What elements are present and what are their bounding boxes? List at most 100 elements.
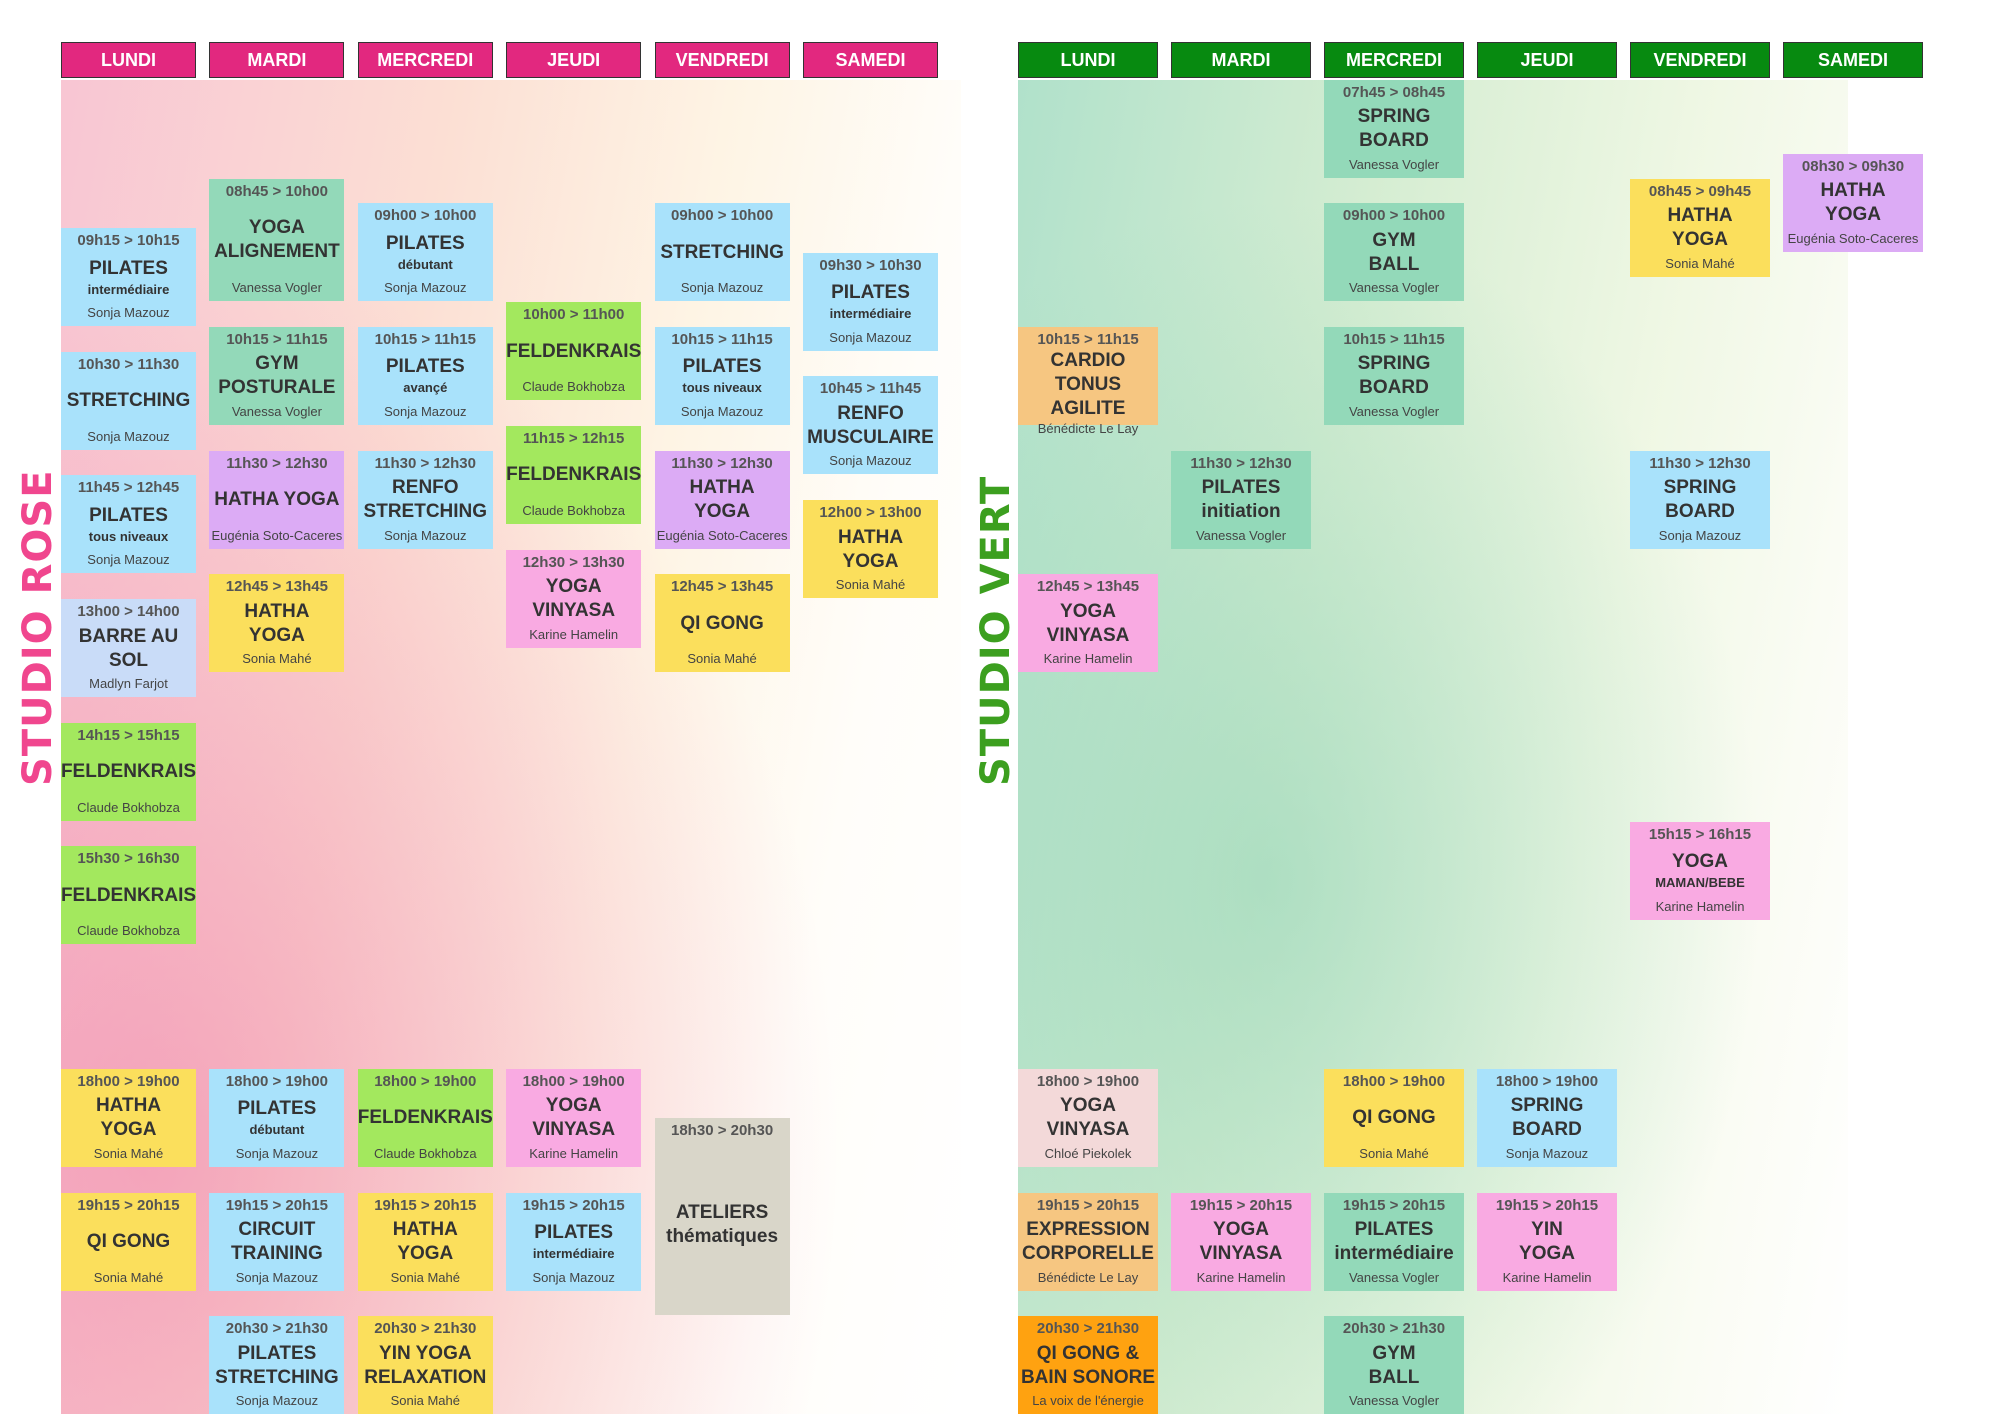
class-block[interactable]: 08h30 > 09h30 HATHA YOGA Eugénia Soto-Cacer… <box>1783 153 1923 252</box>
day-header: VENDREDI <box>654 42 790 78</box>
class-block[interactable]: 09h00 > 10h00 PILATES débutant Sonja Mazouz <box>357 203 493 302</box>
class-block[interactable]: 10h15 > 11h15 PILATES tous niveaux Sonja Ma… <box>654 327 790 425</box>
class-title-line: MUSCULAIRE <box>807 426 934 448</box>
class-title-line: YOGA <box>1213 1219 1269 1241</box>
class-block[interactable]: 07h45 > 08h45 SPRING BOARD Vanessa Vogler <box>1324 79 1464 178</box>
class-block[interactable]: 10h15 > 11h15 PILATES avançé Sonja Mazouz <box>357 327 493 425</box>
class-block[interactable]: 19h15 > 20h15 PILATES intermédiaire Vanessa… <box>1324 1192 1464 1291</box>
class-teacher: Sonja Mazouz <box>829 329 912 345</box>
class-title-line: PILATES <box>237 1342 317 1364</box>
class-block[interactable]: 18h00 > 19h00 PILATES débutant Sonja Mazouz <box>209 1069 345 1167</box>
class-time: 12h00 > 13h00 <box>819 504 922 522</box>
class-block[interactable]: 20h30 > 21h30 PILATES STRETCHING Sonja Mazo… <box>209 1316 345 1414</box>
class-time: 18h00 > 19h00 <box>374 1073 477 1090</box>
class-title-line: PILATES <box>831 282 910 304</box>
class-block[interactable]: 18h00 > 19h00 HATHA YOGA Sonia Mahé <box>61 1069 196 1167</box>
class-time: 14h15 > 15h15 <box>77 726 180 744</box>
class-block[interactable]: 15h30 > 16h30 FELDENKRAIS Claude Bokhobza <box>60 846 197 945</box>
class-block[interactable]: 10h30 > 11h30 STRETCHING Sonja Mazouz <box>61 351 196 450</box>
class-time: 10h15 > 11h15 <box>226 331 328 348</box>
class-level: tous niveaux <box>682 380 762 396</box>
class-block[interactable]: 09h00 > 10h00 GYM BALL Vanessa Vogler <box>1324 203 1464 302</box>
class-block[interactable]: 11h30 > 12h30 SPRING BOARD Sonja Mazouz <box>1630 450 1770 549</box>
class-block[interactable]: 10h15 > 11h15 SPRING BOARD Vanessa Vogler <box>1324 327 1464 425</box>
class-title: PILATES débutant <box>386 225 465 280</box>
class-block[interactable]: 18h00 > 19h00 SPRING BOARD Sonja Mazouz <box>1477 1069 1617 1167</box>
class-block[interactable]: 19h15 > 20h15 QI GONG Sonia Mahé <box>61 1192 196 1291</box>
class-block[interactable]: 19h15 > 20h15 HATHA YOGA Sonia Mahé <box>357 1192 493 1291</box>
class-block[interactable]: 10h45 > 11h45 RENFO MUSCULAIRE Sonja Mazouz <box>803 376 938 475</box>
class-block[interactable]: 15h15 > 16h15 YOGA MAMAN/BEBE Karine Hameli… <box>1630 821 1770 920</box>
class-block[interactable]: 12h30 > 13h30 YOGA VINYASA Karine Hamelin <box>506 549 642 648</box>
class-title-line: PILATES <box>89 504 168 526</box>
class-block[interactable]: 18h00 > 19h00 QI GONG Sonia Mahé <box>1324 1069 1464 1167</box>
class-teacher: Vanessa Vogler <box>1348 1393 1440 1409</box>
class-time: 20h30 > 21h30 <box>1036 1320 1140 1338</box>
class-teacher: Sonja Mazouz <box>235 1145 319 1161</box>
class-block[interactable]: 18h00 > 19h00 YOGA VINYASA Karine Hamelin <box>506 1069 642 1167</box>
class-block[interactable]: 11h30 > 12h30 HATHA YOGA Eugénia Soto-Cacer… <box>654 450 790 549</box>
class-time: 20h30 > 21h30 <box>1342 1320 1446 1338</box>
class-block[interactable]: 10h15 > 11h15 GYM POSTURALE Vanessa Vogler <box>209 327 345 425</box>
class-block[interactable]: 12h45 > 13h45 HATHA YOGA Sonia Mahé <box>209 574 345 673</box>
class-block[interactable]: 10h00 > 11h00 FELDENKRAIS Claude Bokhobza <box>506 302 641 401</box>
class-block[interactable]: 19h15 > 20h15 YIN YOGA Karine Hamelin <box>1477 1192 1617 1291</box>
class-time: 10h00 > 11h00 <box>523 306 625 324</box>
class-block[interactable]: 09h30 > 10h30 PILATES intermédiaire Sonja M… <box>803 252 938 351</box>
studio-vert-background <box>1018 80 1848 1414</box>
class-block[interactable]: 18h00 > 19h00 FELDENKRAIS Claude Bokhobza <box>358 1069 493 1167</box>
class-time: 08h45 > 10h00 <box>225 182 328 200</box>
class-title: YOGA VINYASA <box>1047 596 1130 651</box>
class-level: débutant <box>397 256 453 272</box>
class-block[interactable]: 11h30 > 12h30 RENFO STRETCHING Sonja Mazouz <box>357 450 493 549</box>
class-block[interactable]: 11h30 > 12h30 PILATES initiation Vanessa Vo… <box>1171 450 1311 549</box>
class-block[interactable]: 20h30 > 21h30 QI GONG & BAIN SONORE La voix… <box>1018 1316 1158 1414</box>
class-block[interactable]: 08h45 > 09h45 HATHA YOGA Sonia Mahé <box>1630 178 1770 277</box>
class-time: 12h45 > 13h45 <box>671 578 774 596</box>
class-title-line: HATHA <box>95 1095 162 1117</box>
class-block[interactable]: 20h30 > 21h30 GYM BALL Vanessa Vogler <box>1324 1316 1464 1414</box>
class-teacher: Sonja Mazouz <box>532 1269 615 1285</box>
class-block[interactable]: 19h15 > 20h15 YOGA VINYASA Karine Hamelin <box>1171 1192 1311 1291</box>
class-title-line: YOGA <box>545 1095 602 1117</box>
class-block[interactable]: 12h45 > 13h45 QI GONG Sonia Mahé <box>654 574 790 673</box>
class-block[interactable]: 12h00 > 13h00 HATHA YOGA Sonia Mahé <box>803 500 938 599</box>
class-block[interactable]: 18h30 > 20h30 ATELIERS thématiques <box>654 1118 790 1316</box>
class-block[interactable]: 18h00 > 19h00 YOGA VINYASA Chloé Piekolek <box>1018 1069 1158 1167</box>
class-title-line: FELDENKRAIS <box>60 884 197 906</box>
class-time: 18h00 > 19h00 <box>77 1073 180 1090</box>
class-block[interactable]: 12h45 > 13h45 YOGA VINYASA Karine Hamelin <box>1018 574 1158 673</box>
class-time: 19h15 > 20h15 <box>1495 1196 1599 1214</box>
class-title-line: RELAXATION <box>364 1366 487 1388</box>
class-teacher: Sonia Mahé <box>242 651 312 667</box>
class-title: STRETCHING <box>660 225 784 280</box>
class-block[interactable]: 20h30 > 21h30 YIN YOGA RELAXATION Sonia Mah… <box>357 1316 493 1414</box>
class-time: 10h15 > 11h15 <box>374 331 476 348</box>
class-title-line: YOGA <box>545 576 602 598</box>
class-block[interactable]: 11h30 > 12h30 HATHA YOGA Eugénia Soto-Cace… <box>209 450 345 549</box>
class-block[interactable]: 19h15 > 20h15 PILATES intermédiaire Sonja M… <box>506 1192 642 1291</box>
class-title-line: YOGA <box>1060 600 1116 622</box>
class-title: ATELIERS thématiques <box>666 1140 778 1310</box>
class-block[interactable]: 13h00 > 14h00 BARRE AU SOL Madlyn Farjot <box>61 599 196 698</box>
class-time: 07h45 > 08h45 <box>1342 83 1446 101</box>
class-block[interactable]: 09h15 > 10h15 PILATES intermédiaire Sonja M… <box>61 228 196 326</box>
class-teacher: La voix de l'énergie <box>1032 1393 1144 1409</box>
class-teacher: Bénédicte Le Lay <box>1037 1269 1139 1285</box>
class-title: YOGA MAMAN/BEBE <box>1655 844 1745 899</box>
class-block[interactable]: 14h15 > 15h15 FELDENKRAIS Claude Bokhobza <box>61 722 196 821</box>
class-block[interactable]: 10h15 > 11h15 CARDIO TONUS AGILITE Bénédict… <box>1018 327 1158 436</box>
class-time: 11h30 > 12h30 <box>226 454 328 472</box>
class-teacher: Sonia Mahé <box>93 1145 164 1161</box>
class-block[interactable]: 19h15 > 20h15 EXPRESSION CORPORELLE Bénédic… <box>1018 1192 1158 1291</box>
class-title-line: YOGA <box>1672 229 1728 251</box>
class-block[interactable]: 11h15 > 12h15 FELDENKRAIS Claude Bokhobza <box>506 425 641 524</box>
day-header: JEUDI <box>506 42 642 78</box>
class-title-line: QI GONG & <box>1036 1342 1140 1364</box>
class-block[interactable]: 08h45 > 10h00 YOGA ALIGNEMENT Vanessa Vogle… <box>209 178 345 302</box>
class-block[interactable]: 09h00 > 10h00 STRETCHING Sonja Mazouz <box>654 203 790 302</box>
class-title-line: PILATES <box>385 232 465 254</box>
class-title-line: YOGA <box>100 1119 157 1141</box>
class-block[interactable]: 19h15 > 20h15 CIRCUIT TRAINING Sonja Mazouz <box>209 1192 345 1291</box>
class-block[interactable]: 11h45 > 12h45 PILATES tous niveaux Sonja Ma… <box>61 475 196 574</box>
